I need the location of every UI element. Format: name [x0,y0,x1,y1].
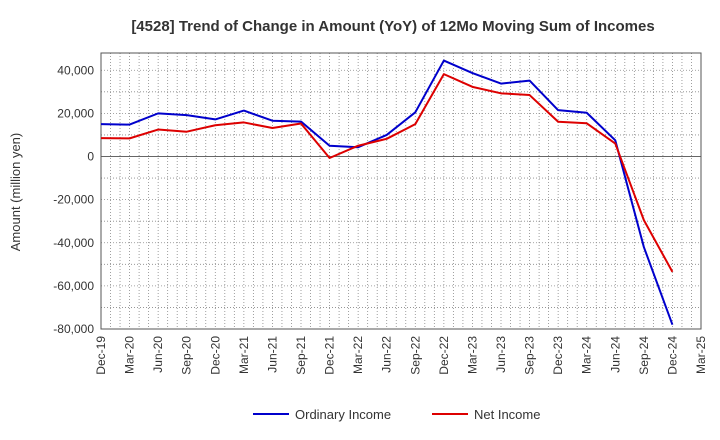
plot-background [101,53,701,329]
y-tick-label: -40,000 [53,236,94,250]
x-tick-label: Jun-21 [265,336,279,373]
x-tick-label: Dec-20 [208,336,222,375]
x-tick-label: Sep-21 [294,336,308,375]
y-tick-label: 0 [87,150,94,164]
y-axis-label: Amount (million yen) [8,133,23,252]
x-tick-label: Mar-20 [123,336,137,374]
x-tick-label: Sep-20 [180,336,194,375]
x-tick-label: Jun-23 [494,336,508,373]
x-tick-label: Jun-24 [608,336,622,373]
chart-title: [4528] Trend of Change in Amount (YoY) o… [131,18,654,35]
x-tick-label: Sep-24 [637,336,651,375]
series-line-net-income [100,73,674,273]
legend-label: Ordinary Income [295,407,391,422]
plot-frame [100,52,702,330]
x-tick-label: Mar-25 [694,336,708,374]
legend: Ordinary Income Net Income [253,407,540,422]
x-tick-label: Mar-21 [237,336,251,374]
x-tick-label: Jun-20 [151,336,165,373]
x-tick-label: Mar-24 [580,336,594,374]
y-tick-label: 40,000 [57,63,94,77]
y-tick-label: -20,000 [53,193,94,207]
x-tick-label: Dec-22 [437,336,451,375]
x-tick-label: Dec-24 [665,336,679,375]
series-line-ordinary-income [100,59,674,326]
x-tick-label: Mar-23 [465,336,479,374]
x-tick-label: Dec-21 [323,336,337,375]
x-tick-label: Mar-22 [351,336,365,374]
x-tick-label: Dec-19 [94,336,108,375]
y-tick-label: 20,000 [57,106,94,120]
x-tick-label: Sep-22 [408,336,422,375]
x-tick-label: Dec-23 [551,336,565,375]
x-tick-label: Sep-23 [523,336,537,375]
y-tick-label: -80,000 [53,322,94,336]
y-tick-label: -60,000 [53,279,94,293]
x-tick-label: Jun-22 [380,336,394,373]
legend-label: Net Income [474,407,540,422]
plot-area: 40,000 20,000 0 -20,000 -40,000 -60,000 -80,00… [53,52,708,375]
